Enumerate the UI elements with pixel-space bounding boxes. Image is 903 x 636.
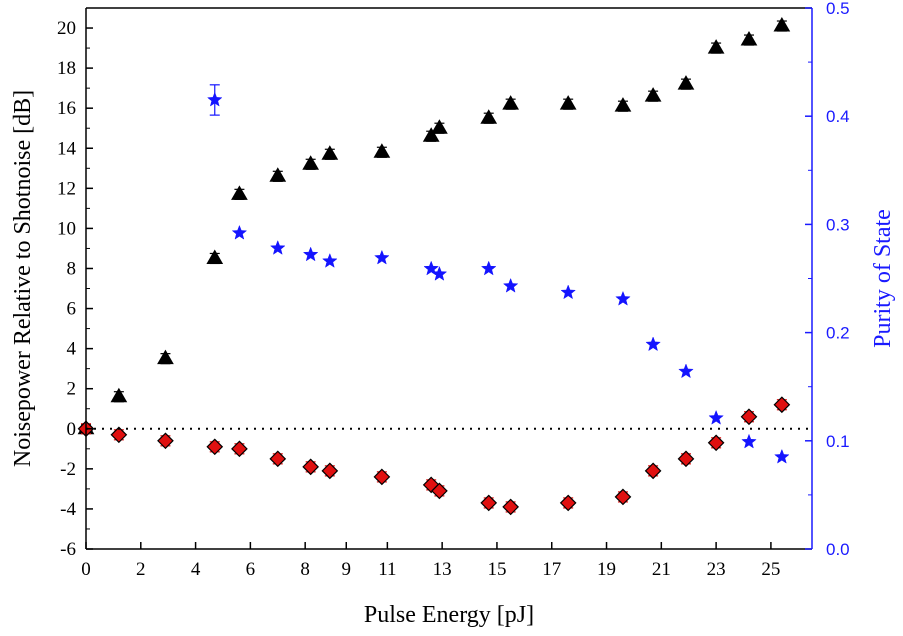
star-point [708,409,724,425]
diamond-point [707,434,725,452]
y-tick-label: 20 [57,18,76,39]
triangle-point [422,127,440,142]
x-tick-label: 21 [652,559,671,580]
diamond-point [502,498,519,516]
diamond-point [559,494,577,512]
star-point [480,260,497,276]
diamond-point [110,426,128,444]
star-point [615,290,631,306]
star-point [374,249,390,265]
x-axis-title: Pulse Energy [pJ] [364,602,534,628]
x-tick-label: 0 [81,559,91,580]
triangle-point [431,119,448,134]
y2-tick-label: 0.4 [826,107,850,126]
triangle-point [644,87,662,102]
diamond-point [269,450,287,468]
triangle-point [157,349,174,365]
triangle-point [707,39,725,54]
x-tick-label: 4 [191,559,201,580]
triangle-point [677,75,695,90]
x-tick-label: 11 [378,559,396,580]
plot-marks [77,17,791,516]
triangle-point [231,185,248,200]
x-tick-label: 15 [487,559,506,580]
series-star [206,84,790,464]
y-tick-label: 2 [67,379,77,400]
diamond-point [321,462,339,480]
x-tick-label: 8 [300,559,310,580]
y2-tick-label: 0.1 [826,432,850,451]
star-point [774,448,790,464]
y-tick-label: 12 [57,178,76,199]
y-tick-label: -2 [60,459,76,480]
x-tick-label: 17 [542,559,561,580]
diamond-point [740,408,758,426]
diamond-point [614,488,632,506]
diamond-point [302,458,319,476]
star-point [645,336,661,352]
triangle-point [740,31,758,46]
diamond-point [157,432,174,450]
triangle-point [110,387,128,403]
star-point [322,252,338,268]
y-tick-label: 10 [57,218,76,239]
triangle-point [206,249,224,264]
y-tick-label: 14 [57,138,77,159]
diamond-point [206,438,224,456]
x-tick-label: 13 [433,559,452,580]
star-point [560,284,576,300]
x-tick-label: 23 [707,559,726,580]
x-tick-label: 9 [342,559,352,580]
y-tick-label: -6 [60,539,76,560]
diamond-point [231,440,248,458]
triangle-point [373,143,391,158]
star-point [678,363,694,379]
y2-tick-label: 0.0 [826,540,850,559]
y-tick-label: 8 [67,258,77,279]
star-point [206,91,223,107]
triangle-point [773,17,791,32]
y-tick-label: -4 [60,499,76,520]
triangle-point [559,95,577,110]
star-point [423,260,439,276]
triangle-point [502,95,520,110]
y-tick-label: 18 [57,58,76,79]
y2-tick-label: 0.5 [826,0,850,18]
diamond-point [677,450,695,468]
diamond-point [431,482,448,500]
x-tick-label: 6 [246,559,256,580]
star-point [231,224,248,240]
x-tick-label: 2 [136,559,146,580]
star-point [302,246,319,262]
diamond-point [373,468,391,486]
diamond-point [644,462,662,480]
series-triangle [77,17,791,435]
triangle-point [480,109,498,124]
series-diamond [77,396,791,516]
y-tick-label: 0 [67,419,77,440]
x-tick-label: 19 [597,559,616,580]
triangle-point [614,97,632,112]
y-axis-title: Noisepower Relative to Shotnoise [dB] [10,90,36,467]
diamond-point [480,494,498,512]
triangle-point [269,167,287,182]
axes: -6-4-2024681012141618200.00.10.20.30.40.… [57,0,850,580]
star-point [431,265,448,281]
triangle-point [302,155,320,170]
star-point [741,433,757,449]
star-point [502,277,519,293]
star-point [269,239,286,255]
triangle-point [321,145,339,160]
y-tick-label: 6 [67,299,77,320]
diamond-point [773,396,791,414]
x-tick-label: 25 [761,559,780,580]
y2-tick-label: 0.2 [826,324,850,343]
y-tick-label: 16 [57,98,76,119]
y-tick-label: 4 [67,339,77,360]
y2-tick-label: 0.3 [826,215,850,234]
y2-axis-title: Purity of State [870,209,896,348]
